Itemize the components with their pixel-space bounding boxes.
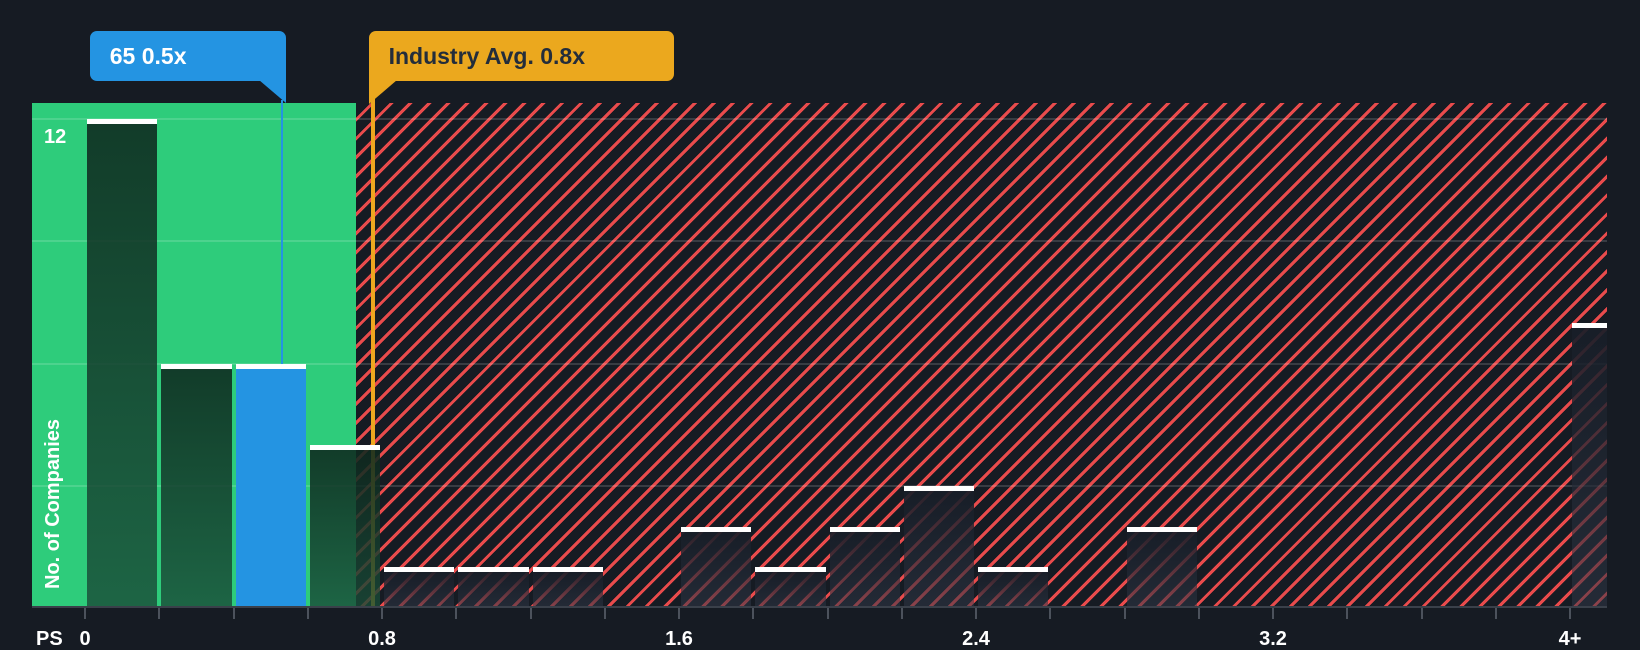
x-axis-tick — [678, 608, 680, 619]
company-marker-line — [280, 100, 283, 364]
y-axis-title: No. of Companies — [42, 418, 64, 589]
x-axis-tick-label: 4+ — [1558, 628, 1582, 650]
x-axis-tick — [455, 608, 458, 619]
industry-average-line — [370, 80, 375, 608]
x-axis-tick — [84, 608, 86, 619]
x-axis-tick-label: 0.8 — [368, 628, 396, 650]
company-tooltip: 65 0.5x — [89, 31, 286, 103]
histogram-bar[interactable] — [384, 567, 455, 608]
histogram-bar[interactable] — [1126, 526, 1197, 608]
industry-tooltip-pointer-icon — [368, 80, 397, 104]
y-gridline-label: 12 — [44, 126, 67, 148]
x-axis-tick — [232, 608, 235, 619]
company-tooltip-pointer-icon — [258, 80, 286, 103]
above-average-hatched-zone — [356, 103, 1607, 608]
histogram-bar[interactable] — [681, 526, 752, 608]
histogram-bar[interactable] — [309, 445, 380, 608]
histogram-bar[interactable] — [87, 119, 158, 608]
x-axis-tick-label: 2.4 — [962, 628, 990, 650]
x-axis-tick-label: 3.2 — [1259, 628, 1287, 650]
x-axis-tick — [1049, 608, 1052, 619]
histogram-bar[interactable] — [903, 485, 974, 608]
x-axis-tick — [306, 608, 309, 619]
y-gridline — [32, 240, 1607, 243]
y-gridline — [32, 118, 1607, 120]
x-axis-tick — [975, 608, 977, 619]
x-axis-tick — [1272, 608, 1274, 619]
x-axis-tick — [1346, 608, 1349, 619]
x-axis-line — [32, 606, 1607, 608]
industry-average-tooltip: Industry Avg. 0.8x — [368, 31, 674, 104]
x-axis-tick — [826, 608, 829, 619]
histogram-bar[interactable] — [458, 567, 529, 608]
x-axis-tick-label: 0 — [79, 628, 91, 650]
histogram-bar[interactable] — [755, 567, 826, 608]
x-axis-tick — [752, 608, 755, 619]
histogram-bar[interactable] — [829, 526, 900, 608]
x-axis-tick — [381, 608, 383, 619]
x-axis-tick — [603, 608, 606, 619]
x-axis-tick — [529, 608, 532, 619]
histogram-bar[interactable] — [532, 567, 603, 608]
histogram-bar-highlighted-company[interactable] — [235, 363, 306, 608]
x-axis-title: PS — [36, 628, 63, 650]
x-axis-tick — [1420, 608, 1423, 619]
industry-tooltip-label: Industry Avg. 0.8x — [388, 43, 586, 69]
company-tooltip-label: 65 0.5x — [109, 43, 187, 69]
histogram-bar[interactable] — [161, 363, 232, 608]
x-axis-tick — [1197, 608, 1200, 619]
x-axis-tick — [1569, 608, 1571, 619]
x-axis-tick — [1123, 608, 1126, 619]
x-axis-tick — [900, 608, 903, 619]
histogram-bar[interactable] — [1572, 322, 1607, 608]
y-gridline — [32, 484, 1607, 487]
histogram-bar[interactable] — [978, 567, 1049, 608]
x-axis-tick — [158, 608, 161, 619]
x-axis-tick — [1494, 608, 1497, 619]
y-gridline — [32, 362, 1607, 365]
x-axis-tick-label: 1.6 — [665, 628, 693, 650]
